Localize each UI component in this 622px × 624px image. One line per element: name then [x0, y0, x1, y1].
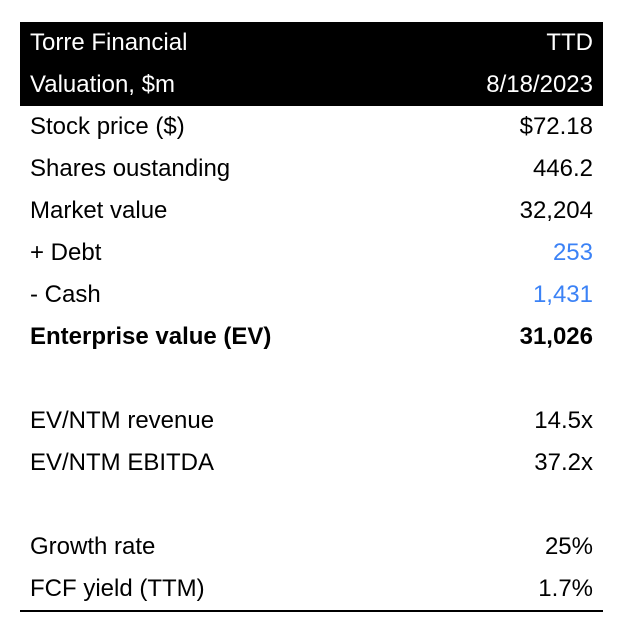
blank-row [30, 358, 593, 400]
ticker-symbol: TTD [546, 29, 593, 56]
stock-price-label: Stock price ($) [30, 113, 185, 140]
header-row-valuation: Valuation, $m 8/18/2023 [30, 64, 593, 106]
blank-row [30, 484, 593, 526]
shares-outstanding-label: Shares oustanding [30, 155, 231, 182]
fcf-yield-value: 1.7% [538, 575, 593, 602]
ev-ntm-revenue-label: EV/NTM revenue [30, 407, 215, 434]
row-ev-ntm-ebitda: EV/NTM EBITDA 37.2x [30, 442, 593, 484]
fcf-yield-label: FCF yield (TTM) [30, 575, 205, 602]
company-name: Torre Financial [30, 29, 188, 56]
table-subtitle: Valuation, $m [30, 71, 175, 98]
debt-label: + Debt [30, 239, 102, 266]
ev-ntm-ebitda-value: 37.2x [534, 449, 593, 476]
cash-value: 1,431 [532, 281, 593, 308]
enterprise-value-label: Enterprise value (EV) [30, 323, 272, 350]
table-body: Stock price ($) $72.18 Shares oustanding… [20, 106, 603, 612]
table-header: Torre Financial TTD Valuation, $m 8/18/2… [20, 22, 603, 106]
header-row-company: Torre Financial TTD [30, 22, 593, 64]
row-debt: + Debt 253 [30, 232, 593, 274]
market-value-value: 32,204 [519, 197, 593, 224]
growth-rate-label: Growth rate [30, 533, 156, 560]
enterprise-value-value: 31,026 [519, 323, 593, 350]
ev-ntm-ebitda-label: EV/NTM EBITDA [30, 449, 215, 476]
valuation-table: Torre Financial TTD Valuation, $m 8/18/2… [20, 22, 603, 612]
market-value-label: Market value [30, 197, 168, 224]
row-enterprise-value: Enterprise value (EV) 31,026 [30, 316, 593, 358]
shares-outstanding-value: 446.2 [532, 155, 593, 182]
row-stock-price: Stock price ($) $72.18 [30, 106, 593, 148]
valuation-date: 8/18/2023 [486, 71, 593, 98]
row-ev-ntm-revenue: EV/NTM revenue 14.5x [30, 400, 593, 442]
growth-rate-value: 25% [544, 533, 593, 560]
row-shares-outstanding: Shares oustanding 446.2 [30, 148, 593, 190]
ev-ntm-revenue-value: 14.5x [534, 407, 593, 434]
row-cash: - Cash 1,431 [30, 274, 593, 316]
row-fcf-yield: FCF yield (TTM) 1.7% [30, 568, 593, 610]
debt-value: 253 [552, 239, 593, 266]
row-growth-rate: Growth rate 25% [30, 526, 593, 568]
stock-price-value: $72.18 [519, 113, 593, 140]
cash-label: - Cash [30, 281, 101, 308]
row-market-value: Market value 32,204 [30, 190, 593, 232]
